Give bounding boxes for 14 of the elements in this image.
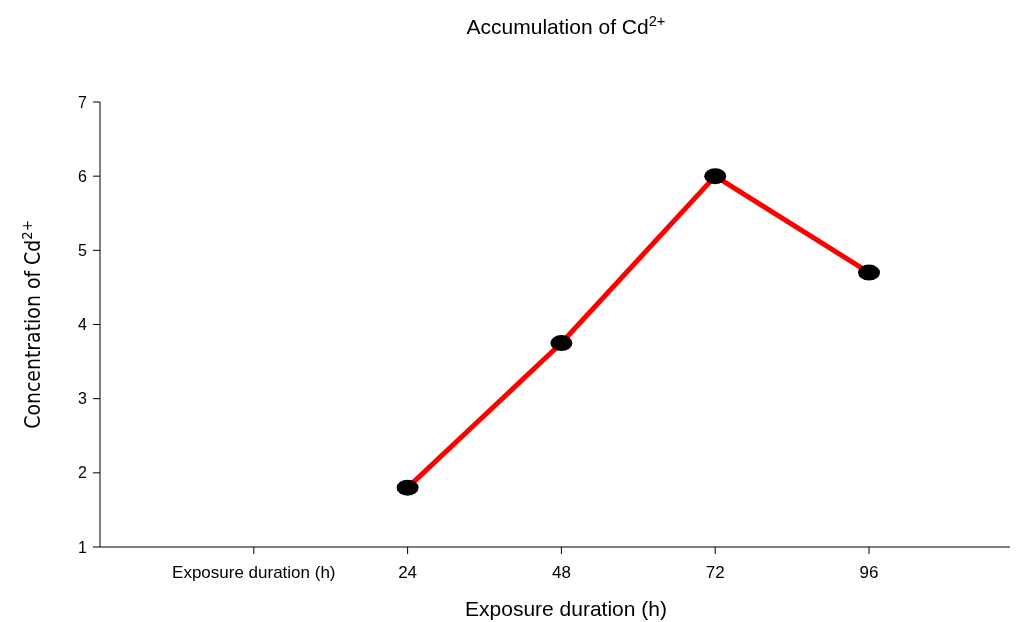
x-tick-label: 72 (705, 563, 725, 582)
x-axis-title: Exposure duration (h) (465, 597, 667, 620)
y-tick-label: 1 (78, 538, 88, 556)
y-tick-label: 4 (78, 316, 88, 334)
x-tick-label: 24 (398, 563, 418, 582)
y-tick-label: 5 (78, 241, 88, 259)
x-tick-label: 48 (551, 563, 571, 582)
x-tick-label: Exposure duration (h) (172, 563, 336, 582)
y-tick-label: 2 (78, 464, 88, 482)
x-tick-label: 96 (859, 563, 879, 582)
chart-title: Accumulation of Cd$^{2+}$ (466, 13, 666, 38)
y-tick-label: 6 (78, 167, 88, 185)
y-tick-label: 3 (78, 390, 88, 408)
y-tick-label: 7 (78, 93, 88, 111)
